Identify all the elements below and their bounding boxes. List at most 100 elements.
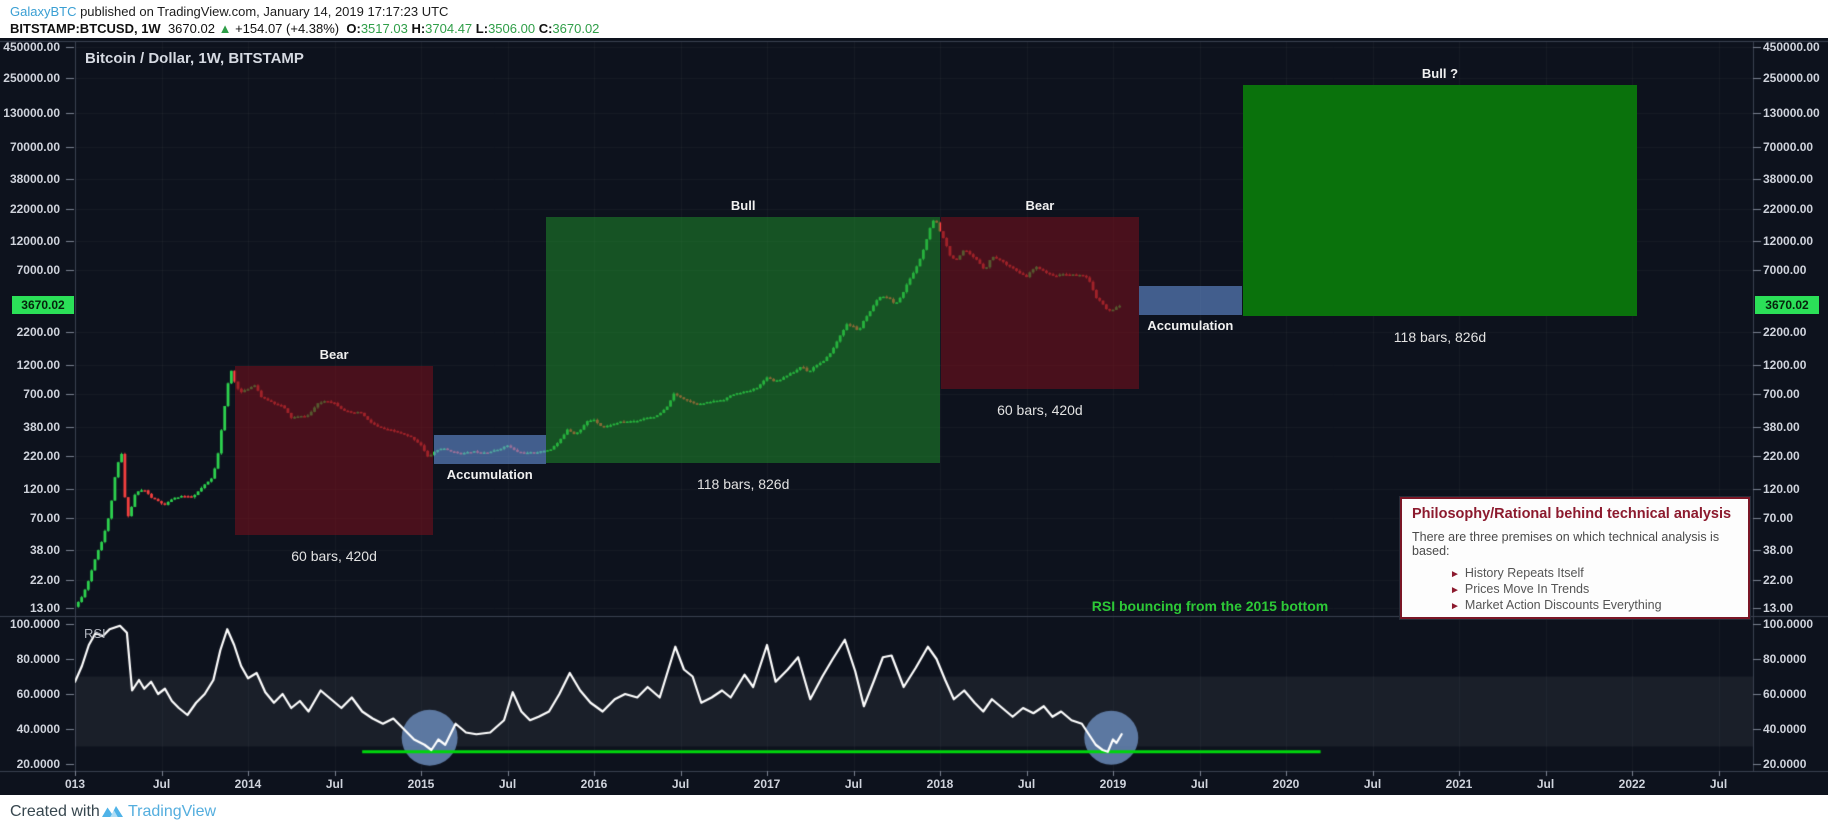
price-tick-left: 130000.00 (3, 106, 60, 121)
phase-box-bear-2[interactable] (940, 216, 1139, 390)
price-tick-left: 700.00 (23, 386, 60, 401)
phase-box-accum-2[interactable] (1138, 286, 1242, 316)
close-value: 3670.02 (552, 21, 600, 36)
bullet-arrow-icon: ► (1450, 601, 1460, 612)
snapshot-header: GalaxyBTC published on TradingView.com, … (0, 0, 1828, 38)
snapshot-footer: Created with TradingView (0, 795, 1828, 830)
price-tick-left: 22.00 (29, 572, 60, 587)
rsi-tick-right: 60.0000 (1763, 687, 1807, 701)
time-tick[interactable]: Jul (1709, 777, 1728, 791)
time-tick[interactable]: 2021 (1445, 777, 1473, 791)
bullet-arrow-icon: ► (1450, 585, 1460, 596)
tradingview-link[interactable]: TradingView (128, 803, 217, 820)
price-tick-right: 450000.00 (1763, 39, 1820, 54)
price-tick-right: 70000.00 (1763, 139, 1814, 154)
phase-duration-bear-2: 60 bars, 420d (997, 402, 1083, 419)
rsi-tick-left: 100.0000 (9, 617, 60, 631)
time-tick[interactable]: 2019 (1099, 777, 1127, 791)
time-tick[interactable]: Jul (1363, 777, 1382, 791)
low-value: 3506.00 (488, 21, 536, 36)
phase-box-accum-1[interactable] (433, 434, 546, 464)
time-tick[interactable]: 2020 (1272, 777, 1300, 791)
philosophy-bullet: ► Market Action Discounts Everything (1450, 598, 1662, 612)
time-tick[interactable]: 2016 (580, 777, 608, 791)
price-tick-left: 70.00 (29, 510, 60, 525)
phase-box-bull-1[interactable] (546, 217, 940, 464)
philosophy-bullet-list: ► History Repeats Itself ► Prices Move In … (1450, 566, 1738, 614)
publish-line: GalaxyBTC published on TradingView.com, … (10, 4, 448, 19)
price-tick-right: 700.00 (1763, 386, 1800, 401)
price-tick-right: 12000.00 (1763, 234, 1814, 249)
phase-duration-bear-1: 60 bars, 420d (291, 547, 377, 564)
price-tick-right: 220.00 (1763, 449, 1800, 464)
rsi-tick-left: 20.0000 (16, 757, 60, 771)
price-tick-right: 70.00 (1763, 510, 1794, 525)
price-tick-right: 22.00 (1763, 572, 1794, 587)
high-label: H: (411, 21, 426, 36)
created-with-text: Created with (10, 803, 100, 820)
price-tick-left: 450000.00 (3, 39, 60, 54)
price-tick-left: 220.00 (23, 449, 60, 464)
philosophy-note[interactable]: Philosophy/Rational behind technical ana… (1400, 497, 1750, 619)
phase-annotations-layer: Bear 60 bars, 420d Accumulation Bull 118 bar… (0, 38, 1828, 795)
phase-label-accum-1: Accumulation (446, 466, 533, 482)
price-tick-right: 7000.00 (1763, 263, 1807, 278)
symbol-name[interactable]: BITSTAMP:BTCUSD, 1W (10, 21, 161, 36)
open-label: O: (346, 21, 361, 36)
phase-label-accum-2: Accumulation (1147, 318, 1234, 334)
rsi-caption-text: RSI bouncing from the 2015 bottom (1091, 598, 1329, 614)
published-text: published on TradingView.com, January 14… (76, 4, 449, 19)
time-tick[interactable]: 2022 (1618, 777, 1646, 791)
price-tick-right: 2200.00 (1763, 325, 1807, 340)
time-tick[interactable]: Jul (1190, 777, 1209, 791)
time-tick[interactable]: 2015 (407, 777, 435, 791)
time-tick[interactable]: 2018 (926, 777, 954, 791)
chart-title: Bitcoin / Dollar, 1W, BITSTAMP (85, 50, 304, 67)
time-tick[interactable]: Jul (1536, 777, 1555, 791)
price-tick-left: 38000.00 (9, 172, 60, 187)
time-tick[interactable]: Jul (1017, 777, 1036, 791)
time-tick[interactable]: Jul (498, 777, 517, 791)
price-tick-left: 380.00 (23, 419, 60, 434)
phase-box-bear-1[interactable] (235, 365, 434, 535)
price-tick-left: 7000.00 (16, 263, 60, 278)
price-tick-right: 22000.00 (1763, 201, 1814, 216)
price-tick-right: 130000.00 (1763, 106, 1820, 121)
philosophy-bullet: ► Prices Move In Trends (1450, 582, 1590, 596)
philosophy-intro: There are three premises on which techni… (1412, 530, 1720, 558)
price-tick-left: 1200.00 (16, 358, 60, 372)
rsi-tick-right: 40.0000 (1763, 722, 1807, 736)
rsi-tick-right: 20.0000 (1763, 757, 1807, 771)
phase-label-bear-2: Bear (1025, 197, 1055, 213)
price-tick-left: 22000.00 (9, 201, 60, 216)
price-tick-right: 380.00 (1763, 419, 1800, 434)
price-tick-right: 250000.00 (1763, 71, 1820, 86)
username-link[interactable]: GalaxyBTC (10, 4, 77, 19)
time-tick[interactable]: 2014 (234, 777, 262, 791)
rsi-indicator-label[interactable]: RSI (84, 626, 106, 641)
open-value: 3517.03 (360, 21, 408, 36)
last-price-tag-left: 3670.02 (12, 295, 74, 314)
price-tick-left: 2200.00 (16, 325, 60, 340)
time-tick[interactable]: Jul (325, 777, 344, 791)
price-tick-right: 38000.00 (1763, 172, 1814, 187)
time-tick[interactable]: 2017 (753, 777, 781, 791)
time-tick[interactable]: 013 (64, 777, 86, 791)
high-value: 3704.47 (425, 21, 473, 36)
time-tick[interactable]: Jul (844, 777, 863, 791)
phase-box-bull-2[interactable] (1242, 84, 1638, 317)
price-tick-left: 12000.00 (9, 234, 60, 249)
philosophy-title: Philosophy/Rational behind technical ana… (1412, 506, 1732, 522)
last-price-tag-right: 3670.02 (1755, 295, 1819, 314)
time-tick[interactable]: Jul (152, 777, 171, 791)
price-tick-left: 250000.00 (3, 71, 60, 86)
rsi-tick-right: 80.0000 (1763, 652, 1807, 666)
chart-region: Bitcoin / Dollar, 1W, BITSTAMP Bear 60 ba… (0, 38, 1828, 795)
price-change: +154.07 (+4.38%) (235, 21, 340, 36)
price-tick-right: 120.00 (1763, 481, 1800, 496)
rsi-tick-right: 100.0000 (1763, 617, 1814, 631)
phase-duration-bull-1: 118 bars, 826d (697, 476, 790, 493)
close-label: C: (538, 21, 553, 36)
price-tick-right: 1200.00 (1763, 358, 1807, 372)
time-tick[interactable]: Jul (671, 777, 690, 791)
